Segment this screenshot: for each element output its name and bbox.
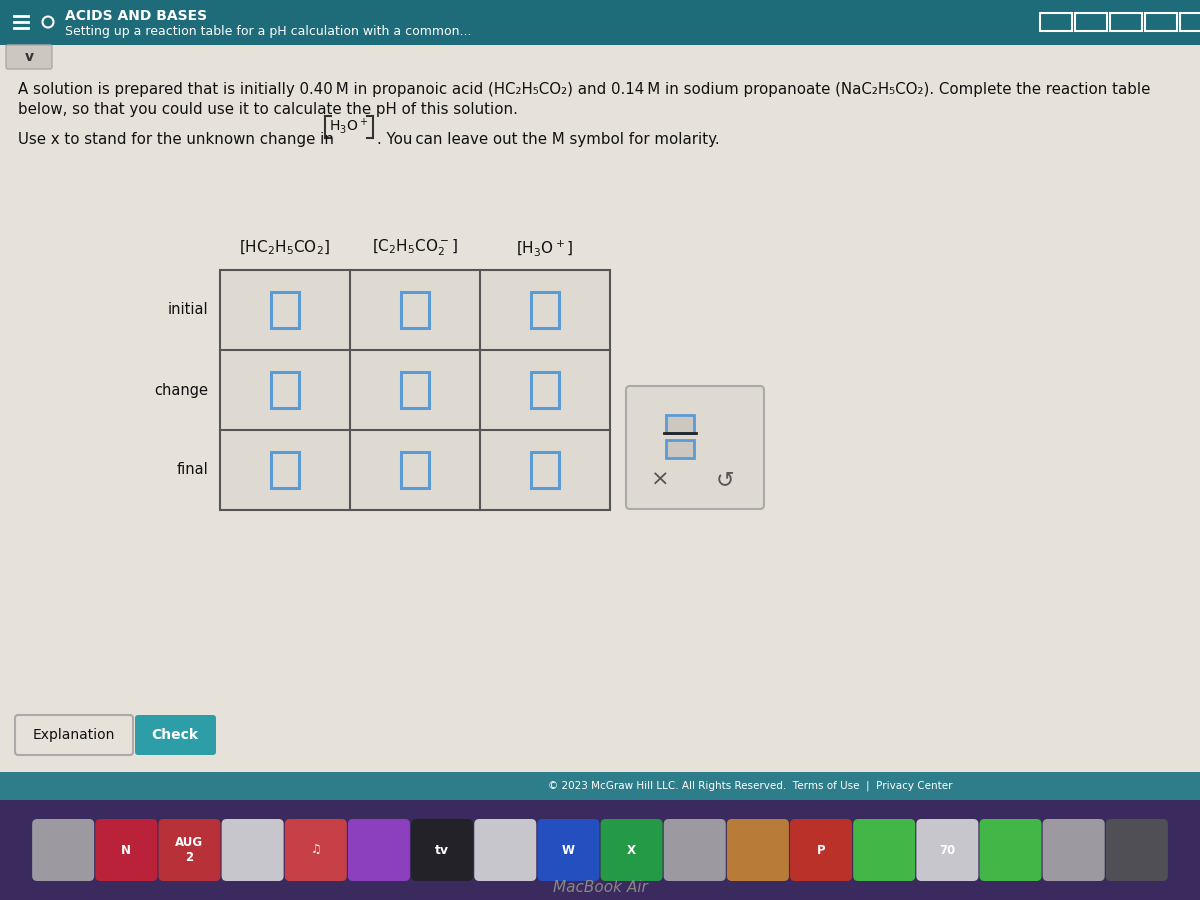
FancyBboxPatch shape	[401, 292, 430, 328]
Text: . You can leave out the M symbol for molarity.: . You can leave out the M symbol for mol…	[377, 132, 720, 147]
Text: below, so that you could use it to calculate the pH of this solution.: below, so that you could use it to calcu…	[18, 102, 518, 117]
FancyBboxPatch shape	[530, 292, 559, 328]
Text: Use x to stand for the unknown change in: Use x to stand for the unknown change in	[18, 132, 338, 147]
FancyBboxPatch shape	[538, 819, 600, 881]
FancyBboxPatch shape	[158, 819, 221, 881]
FancyBboxPatch shape	[401, 452, 430, 488]
Text: ♫: ♫	[311, 843, 322, 857]
Text: A solution is prepared that is initially 0.40 M in propanoic acid (HC₂H₅CO₂) and: A solution is prepared that is initially…	[18, 82, 1151, 97]
FancyBboxPatch shape	[530, 452, 559, 488]
FancyBboxPatch shape	[666, 415, 694, 433]
Text: Setting up a reaction table for a pH calculation with a common...: Setting up a reaction table for a pH cal…	[65, 24, 472, 38]
FancyBboxPatch shape	[14, 715, 133, 755]
FancyBboxPatch shape	[95, 819, 157, 881]
Text: X: X	[628, 843, 636, 857]
Text: MacBook Air: MacBook Air	[553, 880, 647, 896]
FancyBboxPatch shape	[220, 270, 610, 510]
FancyBboxPatch shape	[222, 819, 283, 881]
FancyBboxPatch shape	[0, 800, 1200, 900]
FancyBboxPatch shape	[412, 819, 473, 881]
FancyBboxPatch shape	[271, 452, 299, 488]
FancyBboxPatch shape	[600, 819, 662, 881]
Text: N: N	[121, 843, 131, 857]
FancyBboxPatch shape	[1040, 13, 1072, 31]
FancyBboxPatch shape	[1106, 819, 1168, 881]
FancyBboxPatch shape	[853, 819, 916, 881]
FancyBboxPatch shape	[626, 386, 764, 509]
Text: Check: Check	[151, 728, 198, 742]
FancyBboxPatch shape	[271, 292, 299, 328]
Text: Explanation: Explanation	[32, 728, 115, 742]
FancyBboxPatch shape	[727, 819, 788, 881]
FancyBboxPatch shape	[917, 819, 978, 881]
Text: $\left[\mathrm{C_2H_5CO_2^-}\right]$: $\left[\mathrm{C_2H_5CO_2^-}\right]$	[372, 238, 458, 258]
Text: © 2023 McGraw Hill LLC. All Rights Reserved.  Terms of Use  |  Privacy Center: © 2023 McGraw Hill LLC. All Rights Reser…	[547, 780, 953, 791]
FancyBboxPatch shape	[1145, 13, 1177, 31]
Text: $\left[\mathrm{HC_2H_5CO_2}\right]$: $\left[\mathrm{HC_2H_5CO_2}\right]$	[240, 238, 330, 257]
FancyBboxPatch shape	[271, 372, 299, 408]
Text: 70: 70	[940, 843, 955, 857]
FancyBboxPatch shape	[134, 715, 216, 755]
FancyBboxPatch shape	[1075, 13, 1108, 31]
Text: AUG
2: AUG 2	[175, 836, 204, 864]
Text: initial: initial	[167, 302, 208, 318]
Text: tv: tv	[436, 843, 449, 857]
Text: $\mathrm{H_3O^+}$: $\mathrm{H_3O^+}$	[330, 116, 368, 136]
FancyBboxPatch shape	[474, 819, 536, 881]
Text: final: final	[176, 463, 208, 478]
Text: $\left[\mathrm{H_3O^+}\right]$: $\left[\mathrm{H_3O^+}\right]$	[516, 238, 574, 257]
FancyBboxPatch shape	[664, 819, 726, 881]
FancyBboxPatch shape	[979, 819, 1042, 881]
FancyBboxPatch shape	[0, 40, 1200, 800]
FancyBboxPatch shape	[284, 819, 347, 881]
Text: ACIDS AND BASES: ACIDS AND BASES	[65, 9, 208, 23]
Text: W: W	[562, 843, 575, 857]
FancyBboxPatch shape	[401, 372, 430, 408]
FancyBboxPatch shape	[1110, 13, 1142, 31]
FancyBboxPatch shape	[1043, 819, 1105, 881]
FancyBboxPatch shape	[790, 819, 852, 881]
FancyBboxPatch shape	[0, 0, 1200, 45]
FancyBboxPatch shape	[0, 772, 1200, 800]
FancyBboxPatch shape	[6, 45, 52, 69]
Text: P: P	[817, 843, 826, 857]
Text: ↺: ↺	[715, 470, 734, 490]
FancyBboxPatch shape	[666, 440, 694, 458]
Text: change: change	[154, 382, 208, 398]
Text: v: v	[24, 50, 34, 64]
FancyBboxPatch shape	[348, 819, 410, 881]
Text: ×: ×	[650, 470, 670, 490]
FancyBboxPatch shape	[530, 372, 559, 408]
FancyBboxPatch shape	[1180, 13, 1200, 31]
FancyBboxPatch shape	[32, 819, 94, 881]
